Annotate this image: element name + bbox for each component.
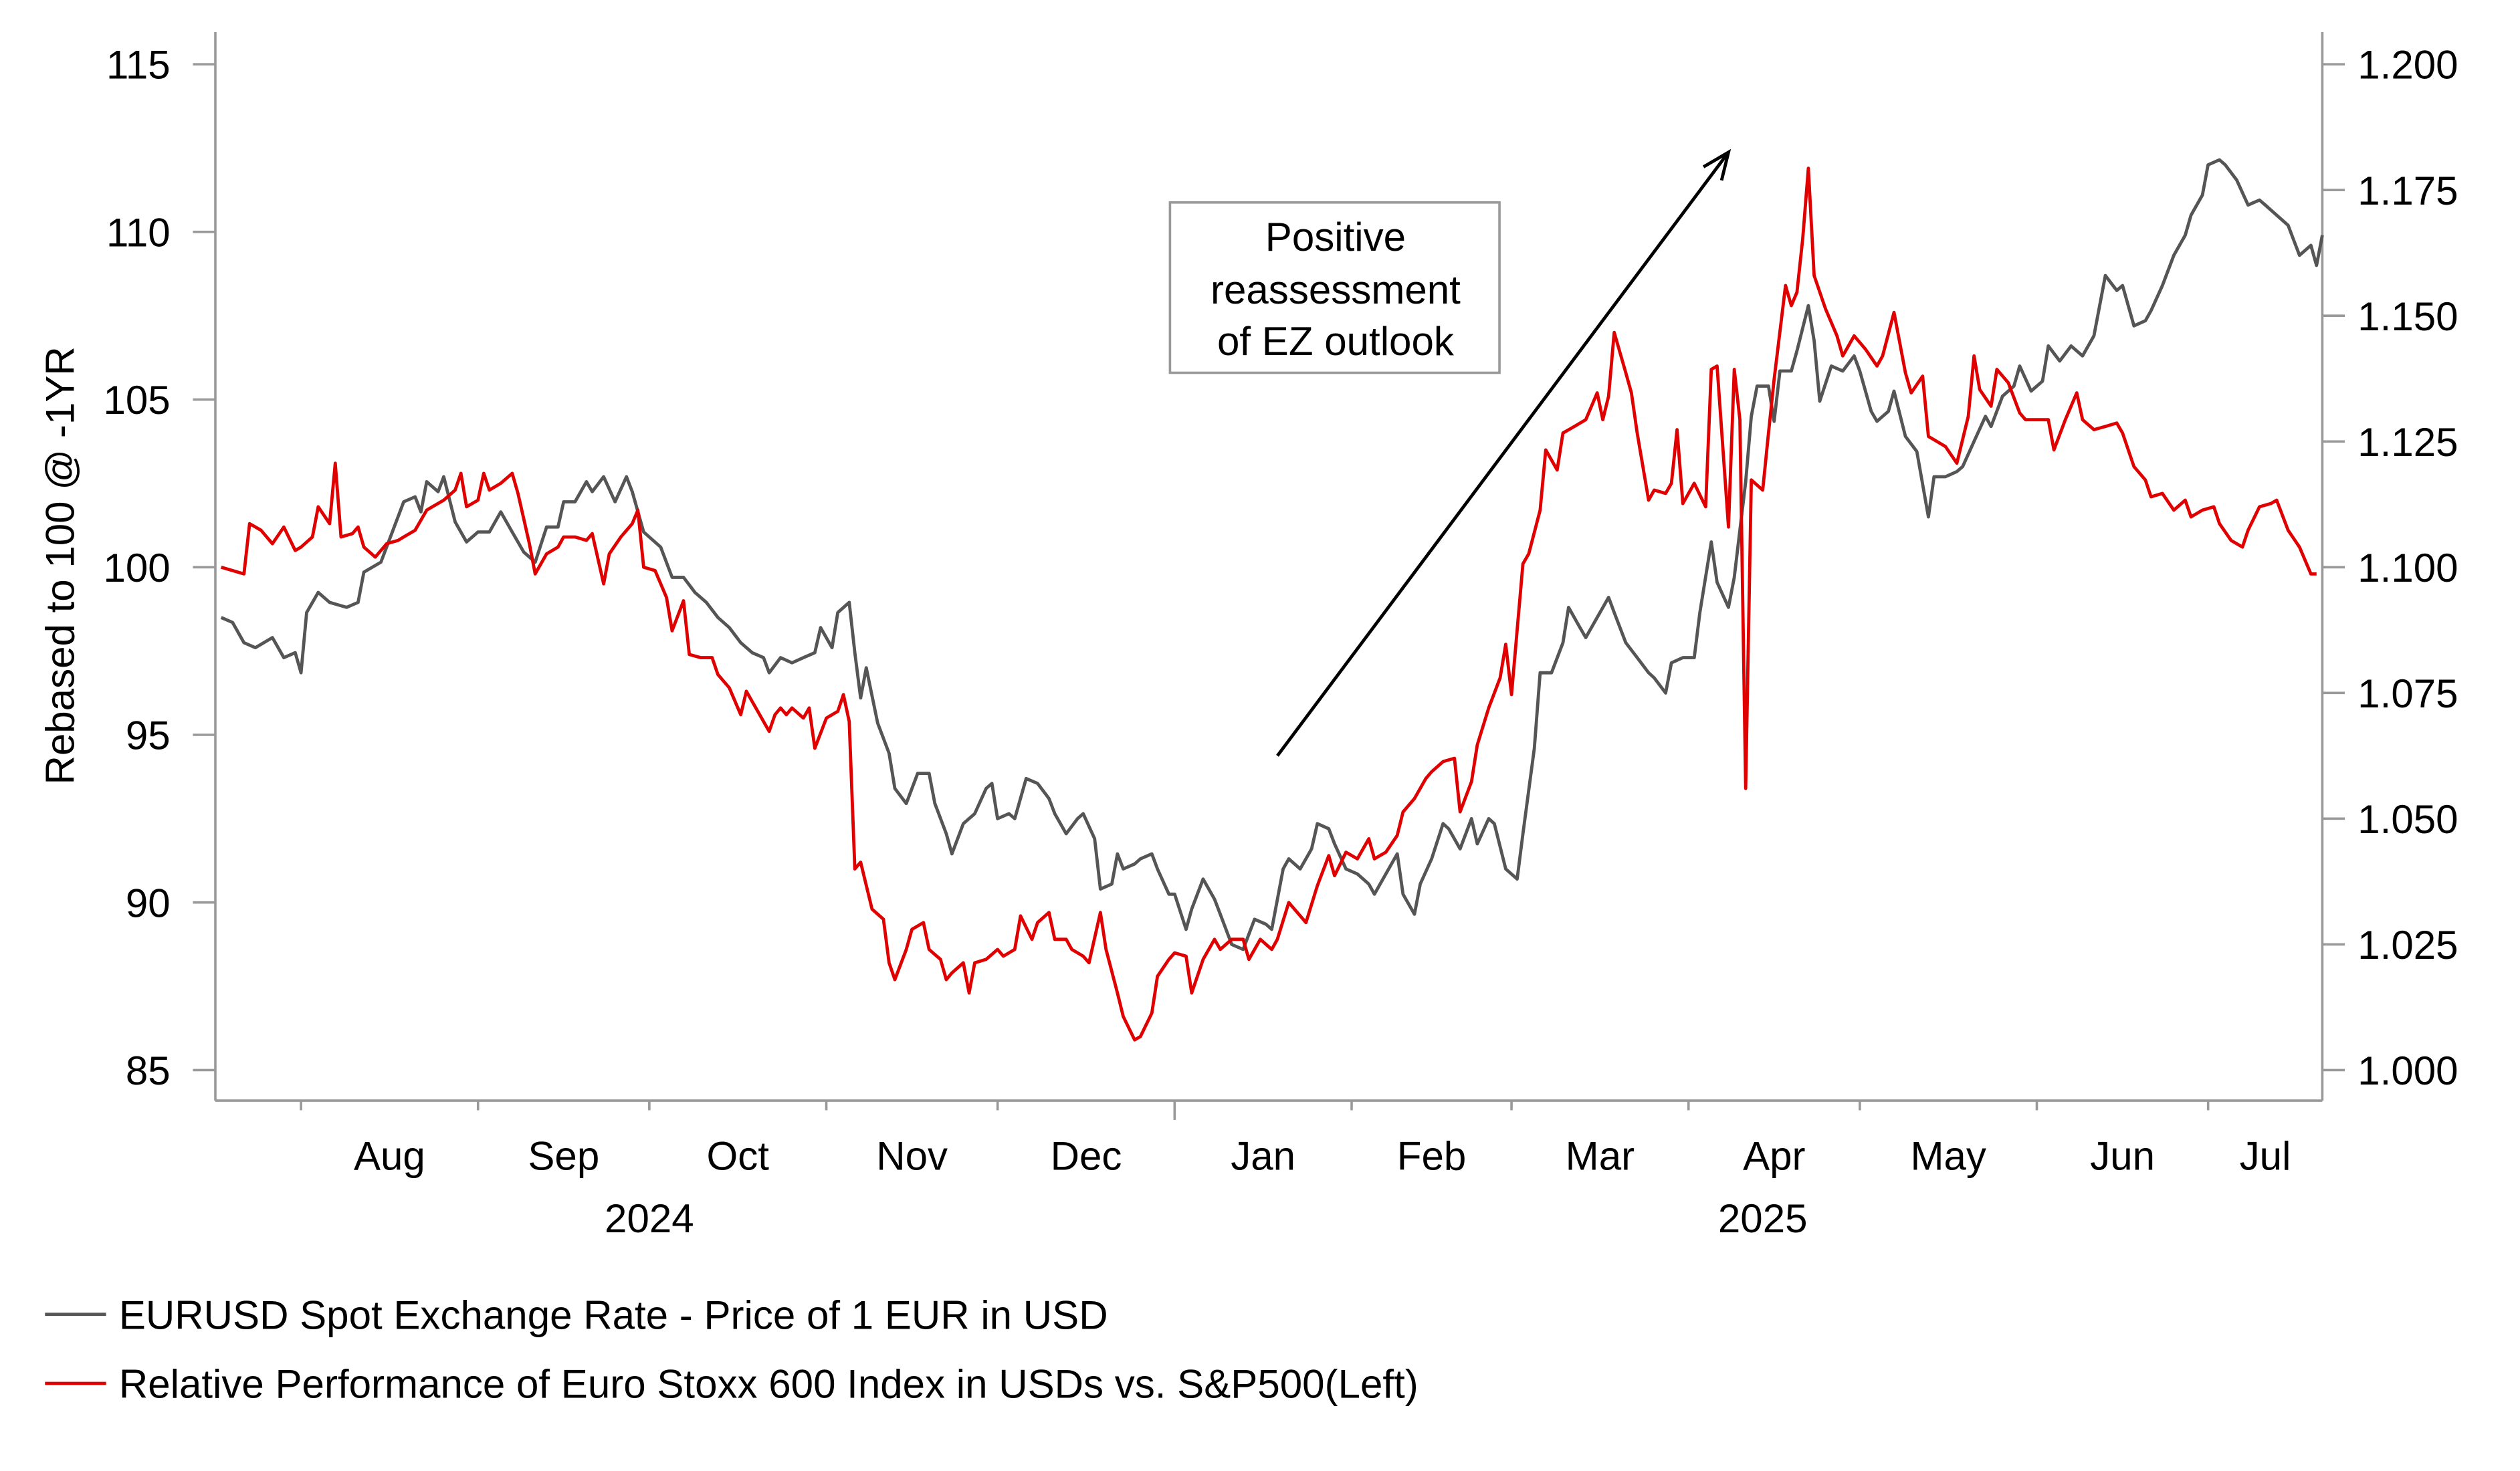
y-right-tick-label: 1.200 <box>2357 43 2458 88</box>
annotation-arrow <box>1276 151 1730 757</box>
x-month-label: Jun <box>2090 1133 2155 1178</box>
y-left-tick-label: 105 <box>104 378 171 423</box>
x-month-label: Nov <box>876 1133 948 1178</box>
annotation-line-2: reassessment <box>1211 267 1461 312</box>
legend-label-stoxx: Relative Performance of Euro Stoxx 600 I… <box>119 1362 1419 1407</box>
x-month-label: Apr <box>1743 1133 1805 1178</box>
y-right-tick-label: 1.150 <box>2357 294 2458 339</box>
y-left-tick-label: 95 <box>126 713 171 758</box>
y-right-tick-label: 1.100 <box>2357 546 2458 590</box>
x-month-label: May <box>1910 1133 1986 1178</box>
x-year-label: 2025 <box>1718 1196 1808 1241</box>
series-line-stoxx-relative <box>220 166 2317 1042</box>
annotation: Positive reassessment of EZ outlook <box>1168 148 1731 757</box>
x-month-label: Jul <box>2240 1133 2291 1178</box>
annotation-line-1: Positive <box>1265 215 1406 259</box>
annotation-line-3: of EZ outlook <box>1217 319 1455 364</box>
y-right-tick-label: 1.025 <box>2357 923 2458 968</box>
x-month-label: Sep <box>528 1133 599 1178</box>
y-right-tick-label: 1.075 <box>2357 671 2458 716</box>
x-month-label: Jan <box>1231 1133 1295 1178</box>
y-left-tick-label: 85 <box>126 1048 171 1093</box>
annotation-box <box>1168 201 1501 374</box>
x-month-label: Aug <box>354 1133 425 1178</box>
y-right-tick-label: 1.000 <box>2357 1048 2458 1093</box>
y-left-axis-title: Rebased to 100 @ -1YR <box>38 346 83 784</box>
y-left-tick-label: 100 <box>104 546 171 590</box>
y-right-tick-label: 1.175 <box>2357 168 2458 213</box>
legend: EURUSD Spot Exchange Rate - Price of 1 E… <box>45 1292 1419 1407</box>
x-year-label: 2024 <box>605 1196 694 1241</box>
y-right-tick-label: 1.050 <box>2357 797 2458 842</box>
legend-label-eurusd: EURUSD Spot Exchange Rate - Price of 1 E… <box>119 1292 1108 1337</box>
axes: 85 90 95 100 105 110 115 1.000 1.025 1.050 1.075 1.… <box>38 32 2458 1241</box>
y-left-tick-label: 110 <box>106 210 171 255</box>
y-left-tick-label: 115 <box>106 43 171 88</box>
y-right-tick-label: 1.125 <box>2357 420 2458 465</box>
y-left-tick-label: 90 <box>126 881 171 925</box>
x-month-label: Oct <box>706 1133 769 1178</box>
arrow-head-icon <box>1702 148 1731 181</box>
x-month-label: Feb <box>1397 1133 1467 1178</box>
x-month-label: Dec <box>1051 1133 1122 1178</box>
series-line-eurusd <box>220 158 2324 951</box>
x-month-label: Mar <box>1566 1133 1635 1178</box>
series-lines <box>220 158 2324 1042</box>
